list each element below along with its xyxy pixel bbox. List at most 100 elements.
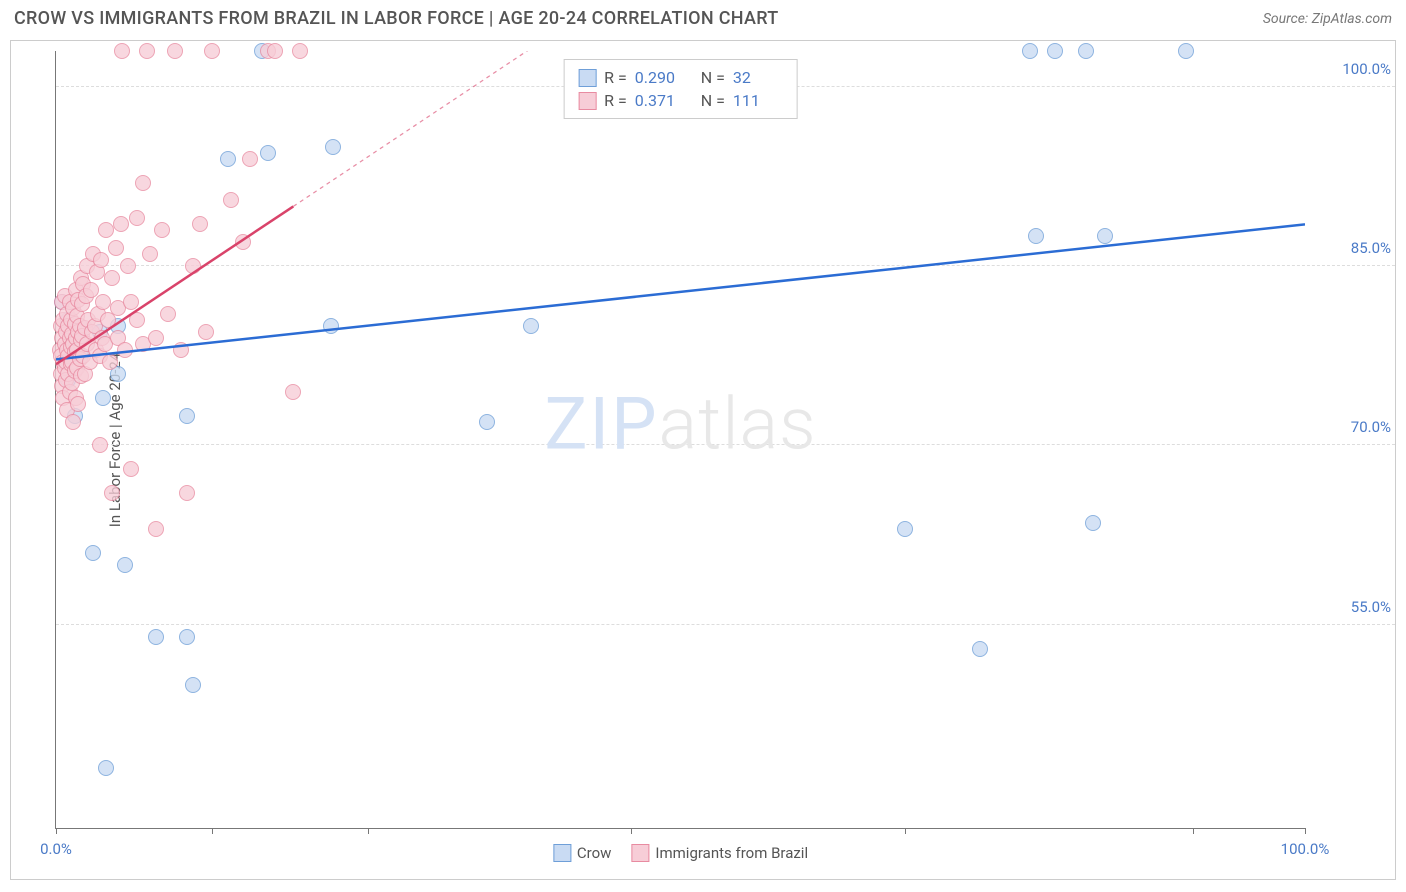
data-point: [292, 43, 308, 59]
data-point: [167, 43, 183, 59]
legend-item: Immigrants from Brazil: [631, 844, 808, 862]
data-point: [1078, 43, 1094, 59]
data-point: [129, 312, 145, 328]
data-point: [123, 461, 139, 477]
data-point: [220, 151, 236, 167]
plot-area: In Labor Force | Age 20-24 ZIPatlas R =0…: [55, 51, 1305, 829]
data-point: [479, 414, 495, 430]
data-point: [139, 43, 155, 59]
y-tick-label: 85.0%: [1311, 239, 1391, 257]
data-point: [260, 145, 276, 161]
x-tick: [212, 828, 213, 834]
gridline: [56, 265, 1395, 266]
legend-swatch: [578, 92, 596, 110]
legend-n-value: 32: [733, 68, 783, 87]
data-point: [1097, 228, 1113, 244]
data-point: [95, 390, 111, 406]
data-point: [154, 222, 170, 238]
data-point: [267, 43, 283, 59]
data-point: [523, 318, 539, 334]
chart-container: In Labor Force | Age 20-24 ZIPatlas R =0…: [10, 40, 1396, 880]
x-tick: [631, 828, 632, 834]
trend-lines: [56, 51, 1305, 828]
data-point: [204, 43, 220, 59]
x-tick-label: 0.0%: [40, 840, 72, 858]
legend-series-name: Crow: [577, 844, 612, 862]
data-point: [179, 408, 195, 424]
legend-r-label: R =: [604, 68, 627, 87]
data-point: [1178, 43, 1194, 59]
data-point: [185, 258, 201, 274]
data-point: [1022, 43, 1038, 59]
legend-row: R =0.371 N =111: [578, 89, 783, 112]
legend-swatch: [631, 844, 649, 862]
data-point: [92, 437, 108, 453]
data-point: [114, 43, 130, 59]
data-point: [98, 760, 114, 776]
data-point: [1028, 228, 1044, 244]
legend-series-name: Immigrants from Brazil: [655, 844, 808, 862]
data-point: [117, 342, 133, 358]
x-tick: [56, 828, 57, 834]
y-tick-label: 70.0%: [1311, 418, 1391, 436]
legend-n-label: N =: [693, 68, 725, 87]
x-tick: [368, 828, 369, 834]
watermark-atlas: atlas: [659, 381, 817, 466]
data-point: [93, 252, 109, 268]
data-point: [972, 641, 988, 657]
data-point: [102, 354, 118, 370]
data-point: [223, 192, 239, 208]
data-point: [104, 270, 120, 286]
data-point: [198, 324, 214, 340]
legend-r-value: 0.371: [635, 91, 685, 110]
data-point: [113, 216, 129, 232]
data-point: [173, 342, 189, 358]
legend-swatch: [578, 69, 596, 87]
data-point: [85, 545, 101, 561]
chart-source: Source: ZipAtlas.com: [1263, 11, 1392, 27]
data-point: [129, 210, 145, 226]
data-point: [104, 485, 120, 501]
data-point: [897, 521, 913, 537]
legend-n-value: 111: [733, 91, 783, 110]
legend-swatch: [553, 844, 571, 862]
data-point: [148, 521, 164, 537]
correlation-legend: R = 0.290 N = 32R = 0.371 N = 111: [563, 59, 798, 119]
x-tick-label: 100.0%: [1281, 840, 1330, 858]
legend-row: R = 0.290 N = 32: [578, 66, 783, 89]
data-point: [108, 240, 124, 256]
x-tick: [905, 828, 906, 834]
legend-r-value: 0.290: [635, 68, 685, 87]
data-point: [179, 629, 195, 645]
y-tick-label: 55.0%: [1311, 598, 1391, 616]
legend-item: Crow: [553, 844, 612, 862]
data-point: [135, 175, 151, 191]
data-point: [95, 294, 111, 310]
data-point: [185, 677, 201, 693]
gridline: [56, 444, 1395, 445]
data-point: [1047, 43, 1063, 59]
watermark-zip: ZIP: [544, 381, 658, 466]
data-point: [148, 330, 164, 346]
data-point: [142, 246, 158, 262]
data-point: [285, 384, 301, 400]
data-point: [242, 151, 258, 167]
gridline: [56, 624, 1395, 625]
data-point: [192, 216, 208, 232]
legend-n-label: N =: [693, 91, 725, 110]
data-point: [323, 318, 339, 334]
chart-title: CROW VS IMMIGRANTS FROM BRAZIL IN LABOR …: [14, 8, 779, 29]
watermark: ZIPatlas: [544, 381, 816, 466]
data-point: [179, 485, 195, 501]
x-tick: [1193, 828, 1194, 834]
data-point: [160, 306, 176, 322]
data-point: [70, 396, 86, 412]
series-legend: Crow Immigrants from Brazil: [553, 844, 808, 862]
x-tick: [1305, 828, 1306, 834]
data-point: [1085, 515, 1101, 531]
y-tick-label: 100.0%: [1311, 60, 1391, 78]
data-point: [325, 139, 341, 155]
data-point: [235, 234, 251, 250]
data-point: [123, 294, 139, 310]
data-point: [120, 258, 136, 274]
